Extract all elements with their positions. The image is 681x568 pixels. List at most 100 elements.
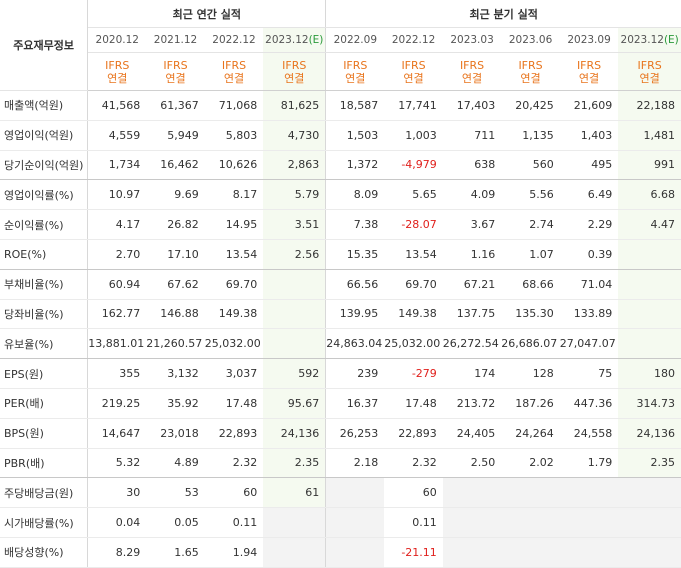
table-cell: -4,979 — [384, 150, 443, 181]
period-label: 2022.12 — [391, 34, 436, 46]
table-cell: 5.79 — [263, 179, 327, 211]
table-cell: 60 — [204, 477, 264, 509]
table-cell: 75 — [559, 358, 619, 389]
table-cell: 2.02 — [501, 448, 560, 479]
row-label: 부채비율(%) — [0, 269, 89, 300]
table-cell — [618, 239, 681, 270]
table-row: 당기순이익(억원) 1,734 16,462 10,626 2,863 1,372 -4,9… — [0, 150, 681, 181]
table-cell: 1,135 — [501, 120, 560, 151]
table-row: 순이익률(%) 4.17 26.82 14.95 3.51 7.38 -28.07 3.67 2… — [0, 209, 681, 240]
table-cell — [618, 507, 681, 538]
table-cell: 1.16 — [442, 239, 502, 270]
period-header: 2023.06 — [501, 27, 560, 53]
table-cell — [559, 537, 619, 568]
table-cell: 10.97 — [87, 179, 147, 211]
table-cell: 0.11 — [204, 507, 264, 538]
table-cell: 10,626 — [204, 150, 264, 181]
period-header: 2022.12 — [384, 27, 443, 53]
table-cell — [263, 328, 327, 360]
table-row: 당좌비율(%) 162.77 146.88 149.38 139.95 149.38 137… — [0, 299, 681, 330]
table-cell: 2.70 — [87, 239, 147, 270]
table-cell — [263, 299, 327, 330]
table-cell: 1,503 — [325, 120, 385, 151]
table-cell: 560 — [501, 150, 560, 181]
table-cell: 4.17 — [87, 209, 147, 240]
ifrs-label: IFRS 연결 — [442, 52, 502, 91]
row-label: 당기순이익(억원) — [0, 150, 89, 181]
row-label: 영업이익(억원) — [0, 120, 89, 151]
table-cell: 13.54 — [204, 239, 264, 270]
table-cell: 1,372 — [325, 150, 385, 181]
ifrs-label: IFRS 연결 — [618, 52, 681, 91]
table-cell: 711 — [442, 120, 502, 151]
row-label: BPS(원) — [0, 418, 89, 449]
table-cell: 13,881.01 — [87, 328, 147, 360]
table-cell: 81,625 — [263, 90, 327, 121]
period-header: 2023.03 — [442, 27, 502, 53]
table-cell: 5,803 — [204, 120, 264, 151]
table-row: 영업이익(억원) 4,559 5,949 5,803 4,730 1,503 1,003 71… — [0, 120, 681, 151]
period-header: 2022.12 — [204, 27, 264, 53]
table-cell: 355 — [87, 358, 147, 389]
period-label: 2021.12 — [153, 34, 198, 46]
table-cell: 4,730 — [263, 120, 327, 151]
table-cell: 7.38 — [325, 209, 385, 240]
table-cell: 174 — [442, 358, 502, 389]
table-cell: 447.36 — [559, 388, 619, 419]
table-cell: 0.04 — [87, 507, 147, 538]
period-header: 2021.12 — [146, 27, 205, 53]
ifrs-header-row: IFRS 연결 IFRS 연결 IFRS 연결 IFRS 연결 IFRS 연결 IFRS 연결 IFRS… — [0, 52, 681, 91]
table-cell: 3.51 — [263, 209, 327, 240]
table-cell: -279 — [384, 358, 443, 389]
table-cell: 4.89 — [146, 448, 205, 479]
period-label: 2020.12 — [95, 34, 139, 46]
table-cell: 24,264 — [501, 418, 560, 449]
row-label: 매출액(억원) — [0, 90, 89, 121]
table-cell: 24,558 — [559, 418, 619, 449]
table-cell: 3,037 — [204, 358, 264, 389]
table-cell: 53 — [146, 477, 205, 509]
table-cell: 1.07 — [501, 239, 560, 270]
table-cell — [442, 537, 502, 568]
table-cell: 180 — [618, 358, 681, 389]
table-cell — [559, 507, 619, 538]
table-cell: 22,893 — [384, 418, 443, 449]
period-label: 2023.12 — [620, 34, 664, 46]
table-row: 시가배당률(%) 0.04 0.05 0.11 0.11 — [0, 507, 681, 538]
table-cell: 22,188 — [618, 90, 681, 121]
table-cell: 4.09 — [442, 179, 502, 211]
table-cell: 17.48 — [384, 388, 443, 419]
table-cell: 4.47 — [618, 209, 681, 240]
table-cell — [325, 477, 385, 509]
row-header-label: 주요재무정보 — [0, 0, 89, 91]
table-cell: 2.32 — [204, 448, 264, 479]
table-cell: 6.49 — [559, 179, 619, 211]
table-cell — [618, 299, 681, 330]
table-cell: 35.92 — [146, 388, 205, 419]
table-cell: 60.94 — [87, 269, 147, 300]
row-label: EPS(원) — [0, 358, 89, 389]
table-cell: 2.56 — [263, 239, 327, 270]
table-row: 유보율(%) 13,881.01 21,260.57 25,032.00 24,863.… — [0, 328, 681, 360]
table-cell: 26.82 — [146, 209, 205, 240]
table-cell: 162.77 — [87, 299, 147, 330]
table-cell: 41,568 — [87, 90, 147, 121]
table-cell: 2.50 — [442, 448, 502, 479]
table-cell — [442, 477, 502, 509]
period-header: 2020.12 — [87, 27, 147, 53]
table-cell: 146.88 — [146, 299, 205, 330]
period-label: 2022.12 — [212, 34, 256, 46]
table-cell: 30 — [87, 477, 147, 509]
table-cell: 14.95 — [204, 209, 264, 240]
table-cell: 135.30 — [501, 299, 560, 330]
table-cell: -28.07 — [384, 209, 443, 240]
table-cell — [618, 269, 681, 300]
table-cell: 69.70 — [384, 269, 443, 300]
annual-section-title: 최근 연간 실적 — [87, 0, 327, 28]
table-cell: 5.32 — [87, 448, 147, 479]
table-cell — [501, 477, 560, 509]
table-cell: 213.72 — [442, 388, 502, 419]
table-cell: 2.74 — [501, 209, 560, 240]
table-cell: 4,559 — [87, 120, 147, 151]
